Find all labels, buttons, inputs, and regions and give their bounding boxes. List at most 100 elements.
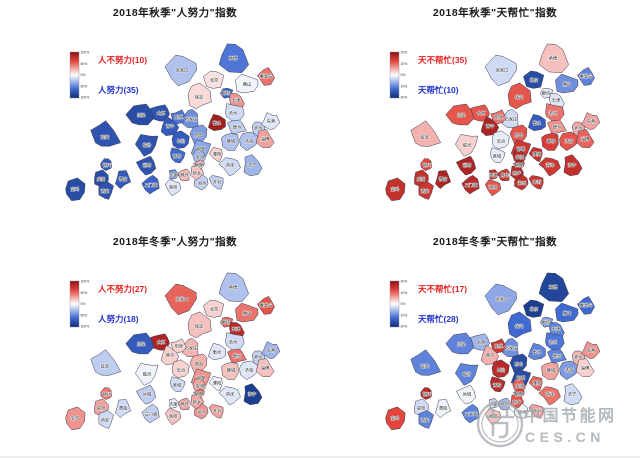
colorbar-tick: 20% <box>401 325 408 329</box>
colorbar-tick: 10% <box>401 62 408 66</box>
watermark-domain: CES.CN <box>525 429 605 445</box>
region-label-唐山: 唐山 <box>563 309 571 316</box>
map-panel-autumn-weather: 2018年秋季"天帮忙"指数 20% 10% 0% 10% 20% 天不帮忙(35) 天帮忙… <box>320 0 640 229</box>
region-label-濮阳: 濮阳 <box>533 150 541 157</box>
region-label-郑州: 郑州 <box>518 179 526 186</box>
region-label-廊坊: 廊坊 <box>542 89 550 96</box>
region-label-长治: 长治 <box>497 366 505 373</box>
region-label-济宁: 济宁 <box>248 390 256 397</box>
region-label-济宁: 济宁 <box>568 161 576 168</box>
region-西安 <box>98 410 114 429</box>
region-晋中 <box>160 345 180 365</box>
region-晋中 <box>160 116 180 136</box>
region-衡水 <box>528 343 546 360</box>
region-西安 <box>418 181 434 200</box>
region-label-承德: 承德 <box>549 54 558 61</box>
region-label-晋城: 晋城 <box>493 152 502 159</box>
region-label-渭南: 渭南 <box>119 175 127 182</box>
region-三门峡 <box>141 403 160 424</box>
colorbar-tick: 0% <box>401 73 406 77</box>
region-长治 <box>491 359 510 378</box>
region-label-唐山: 唐山 <box>243 80 251 87</box>
region-保定 <box>187 311 212 339</box>
region-菏泽 <box>218 157 241 177</box>
legend-blue-label: 天帮忙(10) <box>418 85 459 95</box>
colorbar <box>389 51 400 99</box>
region-德州 <box>547 348 567 364</box>
colorbar-tick: 10% <box>401 291 408 295</box>
region-太原 <box>150 104 170 122</box>
region-label-临汾: 临汾 <box>143 141 152 148</box>
region-label-宝鸡: 宝鸡 <box>71 414 79 421</box>
region-label-石家庄: 石家庄 <box>505 344 518 351</box>
region-label-衡水: 衡水 <box>533 119 542 126</box>
region-label-临汾: 临汾 <box>143 370 152 377</box>
colorbar-tick: 20% <box>401 280 408 284</box>
region-label-鹤壁: 鹤壁 <box>515 161 523 168</box>
region-label-运城: 运城 <box>463 390 472 397</box>
region-label-鹤壁: 鹤壁 <box>195 390 203 397</box>
region-label-濮阳: 濮阳 <box>213 379 221 386</box>
colorbar <box>69 280 80 328</box>
region-label-安阳: 安阳 <box>516 382 524 389</box>
region-label-吕梁: 吕梁 <box>457 111 466 118</box>
region-唐山 <box>235 73 259 94</box>
region-label-吕梁: 吕梁 <box>457 340 466 347</box>
region-吕梁 <box>125 332 155 355</box>
region-菏泽 <box>538 157 561 177</box>
region-运城 <box>136 384 157 405</box>
watermark-site-name: 中国节能网 <box>524 406 617 425</box>
region-label-邢台: 邢台 <box>195 131 203 138</box>
region-承德 <box>538 272 569 302</box>
region-label-沧州: 沧州 <box>549 109 557 116</box>
region-label-焦作: 焦作 <box>501 400 510 407</box>
region-延安 <box>410 349 441 376</box>
region-label-西安: 西安 <box>421 416 429 423</box>
colorbar-tick: 0% <box>81 302 86 306</box>
region-label-安阳: 安阳 <box>196 153 204 160</box>
region-北京 <box>523 299 545 318</box>
region-label-西安: 西安 <box>101 416 109 423</box>
region-太原 <box>470 104 490 122</box>
region-label-阳泉: 阳泉 <box>175 342 184 349</box>
region-label-新乡: 新乡 <box>513 398 521 405</box>
region-label-太原: 太原 <box>477 109 485 116</box>
region-东营 <box>581 112 601 130</box>
region-济南 <box>239 131 259 151</box>
region-label-晋城: 晋城 <box>173 381 182 388</box>
region-label-济南: 济南 <box>245 137 253 144</box>
region-淄博 <box>575 129 595 148</box>
region-label-石家庄: 石家庄 <box>185 344 198 351</box>
region-label-东营: 东营 <box>267 117 275 124</box>
region-宝鸡 <box>65 406 86 431</box>
region-晋城 <box>170 376 186 393</box>
region-label-洛阳: 洛阳 <box>169 412 177 419</box>
region-临汾 <box>135 363 159 386</box>
region-北京 <box>523 70 545 89</box>
region-label-宝鸡: 宝鸡 <box>391 414 399 421</box>
region-label-济源: 济源 <box>489 171 498 178</box>
region-阳泉 <box>170 338 187 354</box>
region-label-衡水: 衡水 <box>213 119 222 126</box>
region-label-晋中: 晋中 <box>166 122 174 129</box>
region-衡水 <box>208 114 226 131</box>
region-宝鸡 <box>385 177 406 202</box>
region-label-菏泽: 菏泽 <box>546 161 554 168</box>
region-label-德州: 德州 <box>553 123 561 130</box>
region-label-张家口: 张家口 <box>176 66 189 73</box>
region-淄博 <box>575 358 595 377</box>
region-label-衡水: 衡水 <box>213 348 222 355</box>
region-label-济南: 济南 <box>565 137 573 144</box>
region-秦皇岛 <box>257 67 275 86</box>
region-三门峡 <box>461 403 480 424</box>
region-label-菏泽: 菏泽 <box>546 390 554 397</box>
region-濮阳 <box>208 376 223 391</box>
region-郑州 <box>514 403 529 420</box>
map-panel-winter-weather: 2018年冬季"天帮忙"指数 20% 10% 0% 10% 20% 天不帮忙(17) 天帮忙… <box>320 229 640 458</box>
region-label-开封: 开封 <box>533 178 541 185</box>
region-label-安阳: 安阳 <box>516 153 524 160</box>
region-label-滨州: 滨州 <box>574 124 582 131</box>
region-label-邢台: 邢台 <box>195 360 203 367</box>
region-label-晋中: 晋中 <box>166 351 174 358</box>
